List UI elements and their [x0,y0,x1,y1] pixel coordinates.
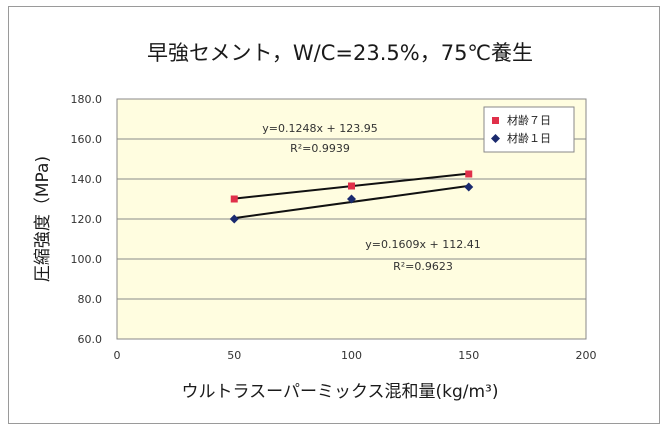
data-point-1day [347,194,356,204]
x-axis-label: ウルトラスーパーミックス混和量(kg/m³) [182,382,499,402]
y-tick-label: 140.0 [71,173,103,186]
legend-marker-1day [491,134,500,143]
legend-label-7day: 材齢７日 [507,113,551,127]
trend-r2-1day: R²=0.9623 [393,260,453,273]
x-tick-label: 0 [114,349,121,362]
x-tick-label: 200 [576,349,597,362]
y-tick-label: 80.0 [78,293,103,306]
x-tick-label: 150 [458,349,479,362]
trend-equation-7day: y=0.1248x + 123.95 [262,122,377,135]
y-tick-labels: 60.0 80.0 100.0 120.0 140.0 160.0 180.0 [71,93,103,346]
y-tick-label: 100.0 [71,253,103,266]
x-tick-label: 100 [341,349,362,362]
y-tick-label: 120.0 [71,213,103,226]
trend-equation-1day: y=0.1609x + 112.41 [365,238,480,251]
x-tick-labels: 0 50 100 150 200 [114,349,597,362]
y-tick-label: 60.0 [78,333,103,346]
data-point-7day [348,182,355,190]
trend-r2-7day: R²=0.9939 [290,142,350,155]
data-point-1day [229,214,239,224]
legend-marker-7day [492,117,499,124]
legend-box [483,106,575,153]
y-tick-label: 180.0 [71,93,103,106]
data-point-7day [230,195,238,203]
y-tick-label: 160.0 [71,133,103,146]
x-tick-label: 50 [227,349,241,362]
legend: 材齢７日 材齢１日 [483,106,575,153]
data-point-7day [465,170,473,178]
data-markers [229,170,474,224]
legend-label-1day: 材齢１日 [507,131,551,145]
chart-title: 早強セメント，W/C=23.5%，75℃養生 [147,41,533,65]
y-axis-label: 圧縮強度（MPa) [33,156,53,282]
data-point-1day [464,182,474,192]
